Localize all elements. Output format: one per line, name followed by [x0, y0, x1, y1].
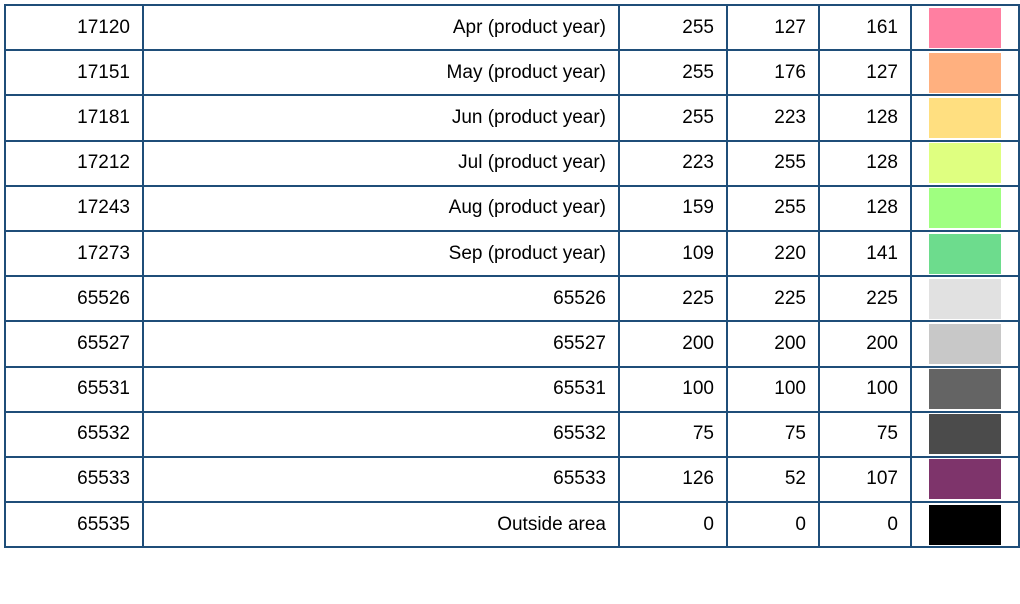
code-cell: 17120	[4, 3, 144, 52]
color-swatch	[929, 504, 1001, 545]
swatch-cell	[910, 184, 1020, 232]
swatch-cell	[910, 365, 1020, 413]
table-row: 17151 May (product year) 255 176 127	[4, 49, 1020, 97]
green-cell: 223	[726, 94, 820, 142]
blue-cell: 141	[818, 229, 912, 278]
red-cell: 109	[618, 229, 728, 278]
table-row: 65527 65527 200 200 200	[4, 320, 1020, 368]
swatch-cell	[910, 94, 1020, 142]
blue-cell: 128	[818, 184, 912, 232]
code-cell: 65527	[4, 320, 144, 368]
color-swatch	[929, 459, 1001, 500]
blue-cell: 100	[818, 365, 912, 413]
swatch-cell	[910, 410, 1020, 458]
swatch-cell	[910, 275, 1020, 323]
blue-cell: 200	[818, 320, 912, 368]
blue-cell: 161	[818, 3, 912, 52]
green-cell: 200	[726, 320, 820, 368]
green-cell: 255	[726, 139, 820, 187]
code-cell: 65533	[4, 455, 144, 504]
table-row: 65535 Outside area 0 0 0	[4, 501, 1020, 549]
red-cell: 255	[618, 94, 728, 142]
color-swatch	[929, 323, 1001, 364]
green-cell: 100	[726, 365, 820, 413]
color-swatch	[929, 233, 1001, 274]
label-cell: 65527	[142, 320, 620, 368]
color-swatch	[929, 143, 1001, 184]
red-cell: 225	[618, 275, 728, 323]
swatch-cell	[910, 139, 1020, 187]
code-cell: 17151	[4, 49, 144, 97]
red-cell: 255	[618, 49, 728, 97]
label-cell: Apr (product year)	[142, 3, 620, 52]
color-swatch	[929, 97, 1001, 138]
red-cell: 200	[618, 320, 728, 368]
blue-cell: 225	[818, 275, 912, 323]
color-swatch	[929, 278, 1001, 319]
blue-cell: 107	[818, 455, 912, 504]
table-row: 17243 Aug (product year) 159 255 128	[4, 184, 1020, 232]
table-row: 17273 Sep (product year) 109 220 141	[4, 229, 1020, 278]
color-swatch	[929, 7, 1001, 48]
table-row: 65533 65533 126 52 107	[4, 455, 1020, 504]
blue-cell: 128	[818, 94, 912, 142]
red-cell: 75	[618, 410, 728, 458]
code-cell: 17212	[4, 139, 144, 187]
label-cell: 65533	[142, 455, 620, 504]
table-row: 17212 Jul (product year) 223 255 128	[4, 139, 1020, 187]
green-cell: 127	[726, 3, 820, 52]
label-cell: 65532	[142, 410, 620, 458]
label-cell: Jun (product year)	[142, 94, 620, 142]
red-cell: 159	[618, 184, 728, 232]
table-row: 17120 Apr (product year) 255 127 161	[4, 3, 1020, 52]
code-cell: 65526	[4, 275, 144, 323]
label-cell: Sep (product year)	[142, 229, 620, 278]
swatch-cell	[910, 49, 1020, 97]
green-cell: 0	[726, 501, 820, 549]
color-swatch	[929, 52, 1001, 93]
red-cell: 223	[618, 139, 728, 187]
label-cell: May (product year)	[142, 49, 620, 97]
label-cell: Outside area	[142, 501, 620, 549]
green-cell: 220	[726, 229, 820, 278]
label-cell: Jul (product year)	[142, 139, 620, 187]
label-cell: 65526	[142, 275, 620, 323]
code-cell: 17273	[4, 229, 144, 278]
table-row: 65526 65526 225 225 225	[4, 275, 1020, 323]
red-cell: 126	[618, 455, 728, 504]
label-cell: Aug (product year)	[142, 184, 620, 232]
table-row: 65532 65532 75 75 75	[4, 410, 1020, 458]
table-row: 17181 Jun (product year) 255 223 128	[4, 94, 1020, 142]
red-cell: 255	[618, 3, 728, 52]
red-cell: 100	[618, 365, 728, 413]
color-table: 17120 Apr (product year) 255 127 161 171…	[4, 3, 1020, 549]
code-cell: 65535	[4, 501, 144, 549]
blue-cell: 127	[818, 49, 912, 97]
green-cell: 75	[726, 410, 820, 458]
red-cell: 0	[618, 501, 728, 549]
color-table-body: 17120 Apr (product year) 255 127 161 171…	[4, 3, 1020, 549]
blue-cell: 128	[818, 139, 912, 187]
swatch-cell	[910, 3, 1020, 52]
swatch-cell	[910, 229, 1020, 278]
table-row: 65531 65531 100 100 100	[4, 365, 1020, 413]
green-cell: 255	[726, 184, 820, 232]
color-swatch	[929, 414, 1001, 455]
color-swatch	[929, 369, 1001, 410]
green-cell: 52	[726, 455, 820, 504]
swatch-cell	[910, 455, 1020, 504]
code-cell: 17243	[4, 184, 144, 232]
green-cell: 225	[726, 275, 820, 323]
swatch-cell	[910, 501, 1020, 549]
green-cell: 176	[726, 49, 820, 97]
blue-cell: 0	[818, 501, 912, 549]
color-swatch	[929, 188, 1001, 229]
label-cell: 65531	[142, 365, 620, 413]
code-cell: 65532	[4, 410, 144, 458]
code-cell: 65531	[4, 365, 144, 413]
blue-cell: 75	[818, 410, 912, 458]
code-cell: 17181	[4, 94, 144, 142]
swatch-cell	[910, 320, 1020, 368]
